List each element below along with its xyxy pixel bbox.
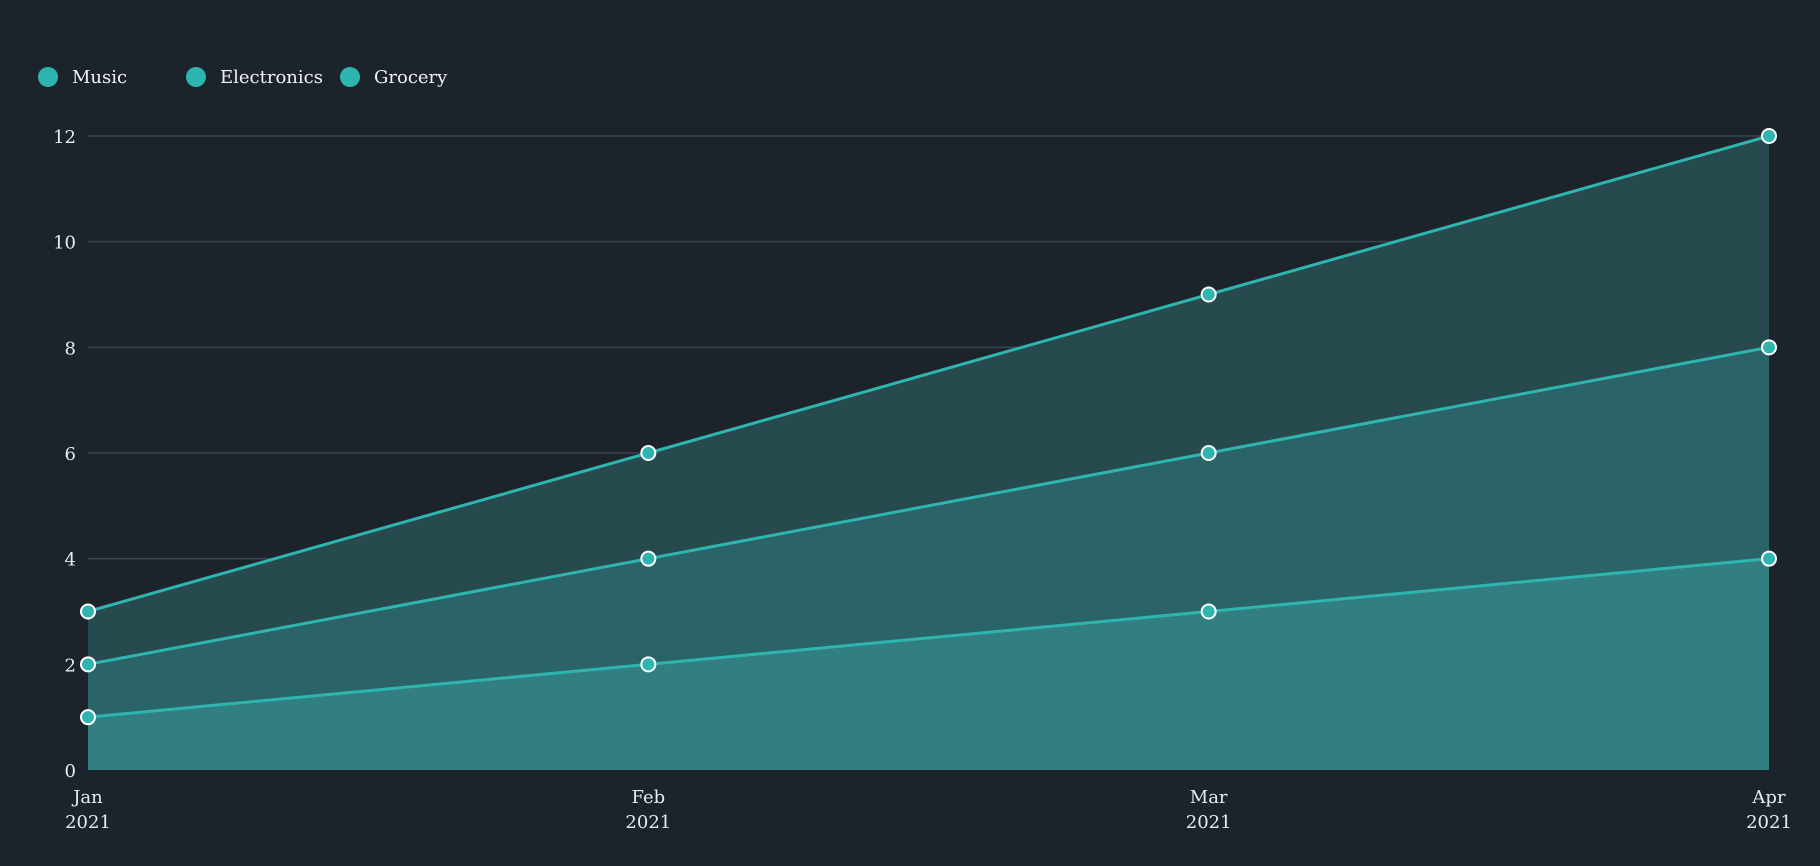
legend-label: Music: [72, 66, 128, 88]
line-music: [87, 557, 1770, 719]
legend-item-music[interactable]: Music: [38, 64, 186, 90]
y-tick-label: 2: [65, 655, 76, 676]
point-electronics: [1761, 339, 1777, 356]
point-music: [80, 709, 96, 726]
chart-legend: Music Electronics Grocery: [38, 64, 447, 90]
y-tick-label: 4: [65, 550, 76, 571]
y-tick-label: 12: [53, 127, 76, 148]
series-lines: [87, 134, 1770, 719]
legend-label: Electronics: [220, 66, 323, 88]
point-grocery: [640, 445, 657, 461]
y-tick-label: 0: [65, 761, 76, 782]
y-tick-label: 10: [53, 233, 76, 254]
area-music: [88, 558, 1769, 770]
point-music: [640, 656, 657, 673]
point-electronics: [1200, 445, 1217, 461]
x-tick-label-year: 2021: [1186, 812, 1232, 833]
point-electronics: [640, 550, 657, 567]
legend-label: Grocery: [374, 66, 448, 88]
area-grocery: [88, 136, 1769, 665]
data-points: [80, 128, 1777, 726]
x-tick-label-year: 2021: [65, 812, 111, 833]
point-electronics: [80, 656, 96, 673]
legend-item-electronics[interactable]: Electronics: [186, 64, 340, 90]
x-tick-label-month: Apr: [1751, 787, 1786, 808]
legend-item-grocery[interactable]: Grocery: [340, 64, 447, 90]
point-grocery: [1761, 128, 1777, 144]
x-tick-label-month: Feb: [631, 787, 665, 808]
x-tick-label-year: 2021: [1746, 812, 1792, 833]
legend-marker-icon: [186, 67, 206, 87]
x-tick-label-year: 2021: [625, 812, 671, 833]
line-electronics: [87, 345, 1770, 666]
legend-marker-icon: [38, 67, 58, 87]
x-tick-label-month: Jan: [71, 787, 103, 808]
x-tick-label-month: Mar: [1190, 787, 1228, 808]
area-electronics: [88, 347, 1769, 718]
line-grocery: [87, 134, 1770, 613]
point-grocery: [80, 603, 96, 620]
point-grocery: [1200, 286, 1217, 303]
point-music: [1761, 550, 1777, 567]
point-music: [1200, 603, 1217, 620]
y-axis-ticks: 0 2 4 6 8 10 12: [53, 127, 76, 782]
area-fills: [88, 136, 1769, 770]
y-tick-label: 6: [65, 444, 76, 465]
x-axis-ticks: Jan 2021 Feb 2021 Mar 2021 Apr 2021: [65, 787, 1792, 833]
legend-marker-icon: [340, 67, 360, 87]
y-tick-label: 8: [65, 338, 76, 359]
